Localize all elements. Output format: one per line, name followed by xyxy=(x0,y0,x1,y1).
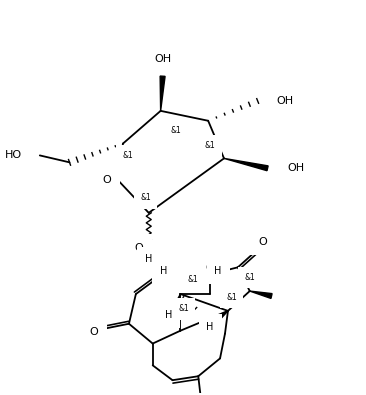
Text: &1: &1 xyxy=(170,126,181,135)
Text: H: H xyxy=(145,254,152,264)
Text: O: O xyxy=(103,175,112,185)
Text: &1: &1 xyxy=(244,273,255,282)
Polygon shape xyxy=(154,264,158,277)
Text: O: O xyxy=(134,243,143,252)
Text: OH: OH xyxy=(276,96,294,106)
Text: H: H xyxy=(160,266,167,276)
Polygon shape xyxy=(224,158,268,171)
Text: H: H xyxy=(214,266,222,276)
Text: OH: OH xyxy=(287,163,305,173)
Text: &1: &1 xyxy=(227,293,237,301)
Text: &1: &1 xyxy=(141,194,151,203)
Text: &1: &1 xyxy=(205,141,216,150)
Text: OH: OH xyxy=(154,55,171,64)
Text: HO: HO xyxy=(5,150,22,160)
Polygon shape xyxy=(217,311,228,320)
Text: &1: &1 xyxy=(123,151,133,160)
Polygon shape xyxy=(160,76,165,111)
Text: O: O xyxy=(89,327,98,337)
Text: O: O xyxy=(258,237,267,246)
Text: &1: &1 xyxy=(178,305,189,313)
Polygon shape xyxy=(173,294,180,308)
Text: H: H xyxy=(165,310,172,320)
Text: H: H xyxy=(206,322,214,332)
Text: O: O xyxy=(206,263,214,273)
Polygon shape xyxy=(250,291,272,299)
Text: &1: &1 xyxy=(188,275,199,284)
